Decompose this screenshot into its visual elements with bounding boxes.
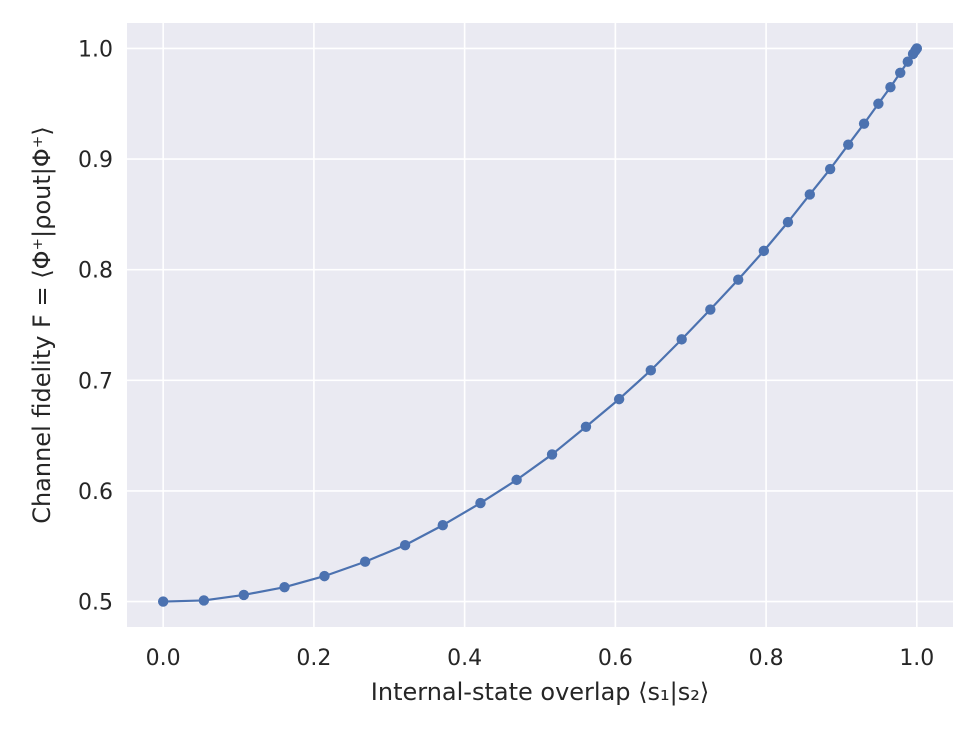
data-point: [319, 570, 330, 582]
data-point: [758, 245, 770, 257]
data-point: [279, 581, 290, 593]
y-axis-ticks: 0.5 0.6 0.7 0.8 0.9 1.0: [78, 37, 113, 615]
data-point: [613, 393, 625, 405]
y-tick-label: 0.8: [78, 259, 113, 284]
x-tick-label: 1.0: [899, 646, 934, 671]
data-point: [902, 56, 913, 67]
plot-area-background: [127, 23, 953, 627]
data-point: [157, 596, 169, 607]
data-point: [705, 304, 716, 315]
x-tick-label: 0.4: [447, 646, 482, 671]
data-point: [911, 43, 923, 54]
x-axis-ticks: 0.0 0.2 0.4 0.6 0.8 1.0: [146, 646, 935, 671]
y-tick-label: 0.7: [78, 369, 113, 394]
data-point: [885, 81, 896, 93]
data-point: [198, 595, 210, 606]
data-point: [843, 139, 854, 150]
data-point: [546, 449, 558, 460]
data-point: [580, 421, 592, 432]
y-axis-label: Channel fidelity F = ⟨Φ⁺|ρout|Φ⁺⟩: [28, 126, 56, 524]
data-point: [645, 365, 656, 376]
x-tick-label: 0.6: [598, 646, 633, 671]
y-tick-label: 1.0: [78, 37, 113, 62]
data-point: [824, 163, 836, 175]
data-point: [676, 334, 687, 345]
data-point: [858, 118, 870, 129]
data-point: [475, 497, 486, 509]
data-point: [511, 474, 522, 486]
data-point: [895, 67, 906, 78]
y-tick-label: 0.5: [78, 591, 113, 616]
y-tick-label: 0.9: [78, 148, 113, 173]
grid-lines: [127, 23, 953, 627]
data-point: [733, 274, 744, 285]
x-axis-label: Internal-state overlap ⟨s₁|s₂⟩: [371, 678, 709, 706]
data-point: [399, 539, 411, 551]
data-point: [238, 589, 250, 601]
data-point: [782, 216, 794, 228]
y-tick-label: 0.6: [78, 480, 113, 505]
series-layer: [157, 43, 923, 607]
data-point: [804, 189, 816, 200]
x-tick-label: 0.2: [296, 646, 331, 671]
data-point: [873, 98, 884, 109]
x-tick-label: 0.0: [146, 646, 181, 671]
data-point: [359, 556, 371, 567]
x-tick-label: 0.8: [749, 646, 784, 671]
data-point: [437, 520, 448, 531]
